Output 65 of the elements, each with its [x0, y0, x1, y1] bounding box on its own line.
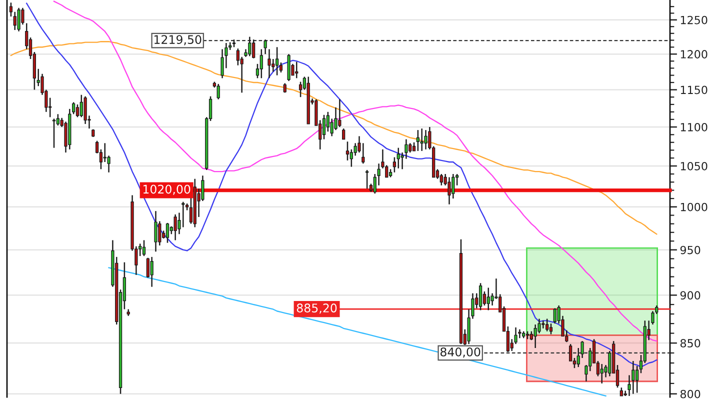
candlestick	[21, 7, 24, 26]
candlestick	[448, 176, 451, 205]
y-tick-label: 1150	[680, 86, 708, 94]
y-tick-label: 1100	[680, 122, 708, 132]
candlestick	[56, 114, 60, 126]
candlestick	[150, 256, 154, 288]
candlestick	[275, 46, 279, 76]
candlestick	[546, 318, 549, 332]
candlestick	[600, 363, 604, 384]
candlestick	[632, 360, 635, 394]
y-tick-label: 950	[680, 246, 700, 254]
y-tick-label: 1250	[680, 16, 708, 24]
candlestick	[408, 142, 412, 154]
ref-line-label: 1020,00	[143, 184, 190, 195]
candlestick	[396, 147, 400, 169]
candlestick	[216, 83, 220, 100]
ref-line-label: 885,20	[296, 304, 337, 314]
candlestick	[103, 142, 106, 163]
candlestick	[260, 48, 263, 79]
candlestick	[420, 128, 424, 152]
candlestick	[549, 322, 553, 335]
candlestick	[298, 81, 302, 98]
candlestick	[9, 2, 13, 18]
candlestick	[338, 98, 342, 128]
candlestick	[322, 114, 326, 140]
y-tick-label: 850	[680, 339, 700, 348]
candlestick	[13, 11, 16, 31]
candlestick	[52, 118, 56, 148]
candlestick	[553, 308, 556, 324]
candlestick	[362, 142, 365, 164]
candlestick	[182, 201, 185, 228]
candlestick	[295, 61, 298, 79]
candlestick	[542, 320, 545, 330]
y-tick-label: 1200	[680, 50, 708, 58]
candlestick	[424, 129, 428, 150]
candlestick	[17, 7, 20, 32]
candlestick	[264, 38, 267, 55]
candlestick	[84, 96, 87, 125]
candlestick	[142, 240, 146, 257]
candlestick	[268, 48, 271, 79]
y-tick-label: 1050	[680, 162, 708, 170]
candlestick	[158, 220, 162, 246]
candlestick	[80, 94, 83, 118]
candlestick	[636, 365, 639, 394]
candlestick	[342, 128, 346, 140]
candlestick	[440, 173, 443, 186]
ref-line-label: 1219,50	[154, 35, 202, 46]
y-tick-label: 900	[680, 291, 700, 300]
ref-line-label: 840,00	[440, 347, 480, 358]
candlestick	[248, 36, 252, 57]
candlestick	[486, 287, 490, 311]
y-tick-label: 1000	[680, 202, 708, 212]
candlestick	[366, 169, 369, 190]
candlestick	[478, 282, 482, 311]
candlestick	[174, 214, 177, 241]
candlestick	[279, 62, 283, 74]
candlestick	[416, 129, 420, 152]
candlestick	[568, 343, 572, 362]
candlestick	[346, 140, 350, 162]
y-tick-label: 800	[680, 390, 700, 398]
candlestick	[76, 104, 80, 118]
candlestick	[326, 111, 330, 132]
candlestick	[166, 222, 170, 244]
candlestick	[154, 210, 158, 252]
candlestick	[252, 38, 256, 59]
